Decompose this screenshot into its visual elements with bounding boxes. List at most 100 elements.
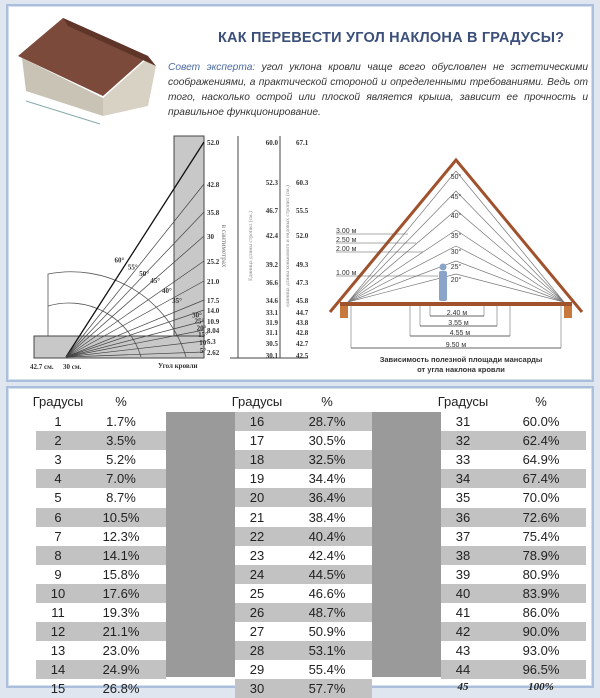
- percent-cell: 83.9%: [522, 585, 560, 601]
- table-row: [235, 603, 372, 622]
- header-degrees: Градусы: [32, 394, 84, 409]
- degree-cell: 8: [54, 547, 62, 563]
- tip-text: угол уклона кровли чаще всего обусловлен…: [168, 62, 588, 118]
- attic-angle-label: 45°: [451, 193, 462, 201]
- percent-cell: 1.7%: [106, 414, 136, 429]
- angle-label: 30°: [192, 311, 202, 319]
- rafter-col1-value: 46.7: [266, 207, 279, 215]
- table-row: [441, 660, 586, 680]
- bottom-mid-label: 30 см.: [63, 363, 82, 371]
- header-percent: %: [115, 394, 127, 409]
- percent-cell: 55.4%: [308, 662, 346, 678]
- degree-cell: 32: [455, 433, 471, 449]
- table-row: [36, 622, 166, 642]
- degree-cell: 39: [455, 566, 471, 582]
- degree-cell: 12: [50, 624, 66, 640]
- degree-cell: 28: [249, 643, 265, 659]
- table-row: [441, 431, 586, 451]
- angle-label: 35°: [172, 297, 182, 305]
- rafter-col2-value: 43.8: [296, 319, 309, 327]
- rafter-col1-value: 36.6: [266, 279, 279, 287]
- header-degrees: Градусы: [437, 394, 489, 409]
- rafter-col1-value: 34.6: [266, 297, 279, 305]
- rafter-line: [347, 273, 565, 303]
- table-row: [441, 622, 586, 642]
- rafter-col2-value: 42.7: [296, 340, 309, 348]
- degree-cell: 7: [54, 528, 62, 544]
- scale-label: в сантиметрах: [220, 225, 228, 268]
- bottom-right-label: Угол кровли: [158, 362, 198, 370]
- rafter-col1-value: 33.1: [266, 309, 279, 317]
- degree-cell: 44: [455, 662, 471, 678]
- height-label: 1.00 м: [336, 270, 357, 277]
- rafter-col1-value: 60.0: [266, 139, 279, 147]
- page-title: КАК ПЕРЕВЕСТИ УГОЛ НАКЛОНА В ГРАДУСЫ?: [218, 30, 565, 46]
- degree-cell: 4: [54, 471, 62, 487]
- percent-cell: 38.4%: [308, 509, 346, 525]
- attic-angle-label: 35°: [451, 232, 462, 240]
- degree-cell: 29: [249, 662, 265, 678]
- table-row: [235, 641, 372, 661]
- percent-cell: 7.0%: [106, 471, 136, 487]
- angle-label: 15°: [198, 331, 208, 339]
- rafter-col1-value: 30.5: [266, 340, 279, 348]
- angle-ray: [65, 299, 205, 358]
- rafter-col2-value: 60.3: [296, 179, 309, 187]
- gray-block: [372, 412, 441, 677]
- degree-cell: 11: [51, 605, 65, 620]
- angle-ray: [65, 329, 205, 358]
- width-label: 3.55 м: [448, 320, 469, 327]
- degree-cell: 20: [249, 490, 265, 506]
- rafter-line: [347, 190, 565, 303]
- percent-cell: 44.5%: [308, 566, 346, 582]
- rafter-line: [347, 229, 565, 303]
- percent-cell: 14.1%: [102, 547, 140, 563]
- person-icon: [439, 263, 447, 271]
- table-row: [36, 431, 166, 451]
- rafter-col2-value: 52.0: [296, 232, 309, 240]
- rafter-col1-value: 31.9: [266, 319, 279, 327]
- angle-ray: [65, 183, 205, 358]
- degree-cell: 17: [249, 433, 265, 449]
- attic-caption: от угла наклона кровли: [417, 365, 505, 374]
- percent-cell: 5.2%: [106, 452, 136, 468]
- attic-angle-label: 25°: [451, 263, 462, 271]
- percent-cell: 21.1%: [102, 624, 140, 640]
- attic-angle-label: 50°: [451, 173, 462, 181]
- table-row: [36, 660, 166, 680]
- percent-cell: 19.3%: [102, 605, 140, 620]
- scale-bar: [173, 135, 205, 359]
- angle-label: 20°: [197, 325, 207, 333]
- percent-cell: 72.6%: [522, 509, 560, 525]
- diagrams: 52.0 60° 42.8 55° 35.8 50° 30 45° 25.2 40° 21.0 35°…: [30, 135, 584, 374]
- angle-label: 50°: [139, 270, 149, 278]
- rafter-col2-label: единица длины конькового и ендовых строп…: [284, 185, 291, 307]
- angle-ray: [65, 235, 205, 358]
- percent-cell: 64.9%: [522, 452, 560, 468]
- rafter-col2-value: 49.3: [296, 261, 309, 269]
- degree-cell: 18: [249, 452, 265, 468]
- table-row: [235, 450, 372, 470]
- percent-cell: 75.4%: [522, 528, 560, 544]
- degree-cell: 41: [455, 605, 471, 620]
- width-label: 9.50 м: [446, 342, 467, 349]
- degree-cell: 45: [457, 681, 469, 694]
- degree-cell: 22: [249, 528, 265, 544]
- percent-cell: 26.8%: [102, 681, 140, 697]
- rafter-col2-value: 42.8: [296, 329, 309, 337]
- rafter-col2-value: 55.5: [296, 207, 309, 215]
- degree-cell: 16: [249, 414, 265, 429]
- table-row: [235, 564, 372, 584]
- percent-cell: 53.1%: [308, 643, 346, 659]
- degree-cell: 3: [54, 452, 62, 468]
- scale-value: 8.04: [207, 327, 220, 335]
- angle-ray: [65, 141, 205, 358]
- roof-rafter: [328, 157, 584, 313]
- rafter-col1-value: 39.2: [266, 261, 279, 269]
- angle-ray: [65, 211, 205, 358]
- table-row: [36, 545, 166, 565]
- expert-tip: Совет эксперта: угол уклона кровли чаще …: [168, 60, 588, 120]
- angle-label: 55°: [128, 263, 138, 271]
- degree-cell: 35: [455, 490, 471, 506]
- degree-cell: 26: [249, 605, 265, 620]
